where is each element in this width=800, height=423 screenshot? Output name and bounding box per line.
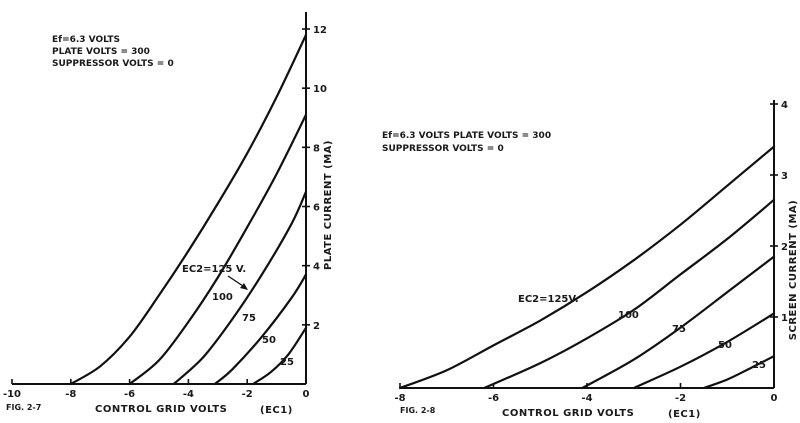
series-labels: EC2=125V. 100 75 50 25 xyxy=(518,294,766,371)
param-prefix: EC2= xyxy=(518,294,548,305)
chart-notes: Ef=6.3 VOLTS PLATE VOLTS = 300 SUPPRESSO… xyxy=(52,35,174,69)
series-label-125: EC2=125V. xyxy=(518,294,579,305)
series-label-125: EC2=125 V. xyxy=(182,264,246,275)
y-tick-label: 12 xyxy=(313,25,327,36)
x-tick-label: -8 xyxy=(65,389,76,400)
x-tick-label: 0 xyxy=(303,389,310,400)
y-tick-label: 1 xyxy=(781,313,788,324)
x-tick-label: -4 xyxy=(581,393,592,404)
y-tick-label: 10 xyxy=(313,84,327,95)
y-tick-label: 3 xyxy=(781,171,788,182)
y-tick-label: 4 xyxy=(313,262,320,273)
series-label-75: 75 xyxy=(242,313,256,324)
x-axis-symbol: (EC1) xyxy=(668,409,701,420)
arrowhead-icon xyxy=(240,283,248,290)
note-suppressor: SUPPRESSOR VOLTS = 0 xyxy=(52,59,174,69)
x-tick-group: -10 -8 -6 -4 -2 0 xyxy=(3,379,310,400)
figure-label: FIG. 2-7 xyxy=(6,403,41,412)
x-axis-label: CONTROL GRID VOLTS xyxy=(95,404,227,415)
x-tick-label: -6 xyxy=(124,389,135,400)
x-tick-label: -8 xyxy=(394,393,405,404)
y-tick-group: 2 4 6 8 10 12 xyxy=(302,25,327,332)
y-tick-label: 2 xyxy=(313,321,320,332)
chart-notes: Ef=6.3 VOLTS PLATE VOLTS = 300 SUPPRESSO… xyxy=(382,131,551,154)
y-axis-label: SCREEN CURRENT (MA) xyxy=(788,200,799,340)
series-line-4 xyxy=(702,355,776,390)
figure-label: FIG. 2-8 xyxy=(400,406,436,415)
x-tick-label: -2 xyxy=(675,393,686,404)
plate-current-chart: Ef=6.3 VOLTS PLATE VOLTS = 300 SUPPRESSO… xyxy=(3,12,334,416)
y-axis-label: PLATE CURRENT (MA) xyxy=(323,140,334,270)
series-label-50: 50 xyxy=(718,340,732,351)
curve-group xyxy=(69,33,308,386)
series-label-25: 25 xyxy=(280,357,294,368)
series-label-100: 100 xyxy=(618,310,639,321)
series-label-25: 25 xyxy=(752,360,766,371)
series-label-50: 50 xyxy=(262,335,276,346)
curve-group xyxy=(398,145,776,390)
x-axis-title: CONTROL GRID VOLTS (EC1) xyxy=(95,404,293,416)
series-line-2 xyxy=(581,255,776,390)
x-tick-label: -4 xyxy=(183,389,194,400)
screen-current-chart: Ef=6.3 VOLTS PLATE VOLTS = 300 SUPPRESSO… xyxy=(382,100,799,420)
y-tick-label: 2 xyxy=(781,242,788,253)
y-tick-label: 8 xyxy=(313,143,320,154)
series-label-75: 75 xyxy=(672,324,686,335)
x-axis-label: CONTROL GRID VOLTS xyxy=(502,408,634,419)
series-line-3 xyxy=(213,273,308,386)
x-tick-label: -10 xyxy=(3,389,21,400)
series-line-2 xyxy=(172,190,308,386)
series-line-1 xyxy=(128,113,308,386)
note-suppressor: SUPPRESSOR VOLTS = 0 xyxy=(382,144,504,154)
note-plate-volts: PLATE VOLTS = 300 xyxy=(52,47,150,57)
note-filament-plate: Ef=6.3 VOLTS PLATE VOLTS = 300 xyxy=(382,131,551,141)
param-prefix: EC2= xyxy=(182,264,212,275)
x-tick-label: -6 xyxy=(488,393,499,404)
series-line-1 xyxy=(483,198,776,390)
note-filament: Ef=6.3 VOLTS xyxy=(52,35,120,45)
y-tick-group: 1 2 3 4 xyxy=(770,100,788,324)
x-tick-label: -2 xyxy=(242,389,253,400)
series-line-0 xyxy=(398,145,776,390)
series-labels: EC2=125 V. 100 75 50 25 xyxy=(182,264,294,368)
series-label-100: 100 xyxy=(212,292,233,303)
x-tick-label: 0 xyxy=(771,393,778,404)
x-axis-title: CONTROL GRID VOLTS (EC1) xyxy=(502,408,701,420)
series-line-3 xyxy=(632,312,776,390)
series-line-4 xyxy=(252,326,308,386)
y-tick-label: 6 xyxy=(313,203,320,214)
x-axis-symbol: (EC1) xyxy=(260,405,293,416)
series-line-0 xyxy=(69,33,308,386)
x-tick-group: -8 -6 -4 -2 0 xyxy=(394,383,778,404)
y-tick-label: 4 xyxy=(781,100,788,111)
